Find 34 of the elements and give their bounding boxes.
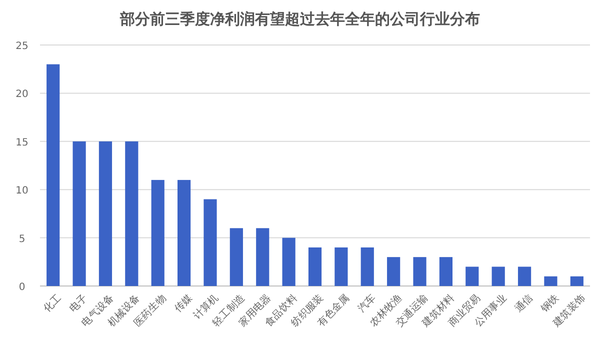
bar: [98, 141, 112, 286]
y-tick-label: 5: [18, 234, 26, 245]
bar: [230, 228, 243, 286]
y-tick-label: 10: [16, 186, 28, 197]
y-tick-label: 15: [16, 137, 28, 148]
bar: [492, 266, 505, 286]
x-tick-label: 电子: [67, 292, 90, 315]
bar: [151, 180, 164, 286]
x-tick-label: 传媒: [172, 292, 195, 315]
bar: [570, 276, 584, 286]
bar: [282, 238, 296, 286]
chart-title: 部分前三季度净利润有望超过去年全年的公司行业分布: [119, 10, 480, 28]
bar: [413, 257, 426, 286]
bar: [544, 276, 558, 286]
y-tick-label: 25: [16, 41, 28, 52]
bar: [387, 257, 400, 286]
x-tick-label: 通信: [512, 292, 536, 315]
x-tick-label: 汽车: [355, 292, 378, 315]
bar: [518, 266, 532, 286]
bar: [360, 247, 374, 286]
x-tick-label: 化工: [41, 292, 64, 315]
y-tick-label: 20: [16, 89, 28, 100]
bar: [439, 257, 452, 286]
bar: [308, 247, 322, 286]
bar: [178, 180, 191, 286]
bar: [125, 141, 138, 286]
bar: [46, 64, 60, 286]
bar: [204, 199, 217, 286]
bar: [256, 228, 270, 286]
y-tick-label: 0: [18, 282, 26, 293]
bar: [334, 247, 348, 286]
bar: [72, 141, 86, 286]
x-tick-label: 钢铁: [538, 292, 562, 316]
bar: [466, 266, 479, 286]
